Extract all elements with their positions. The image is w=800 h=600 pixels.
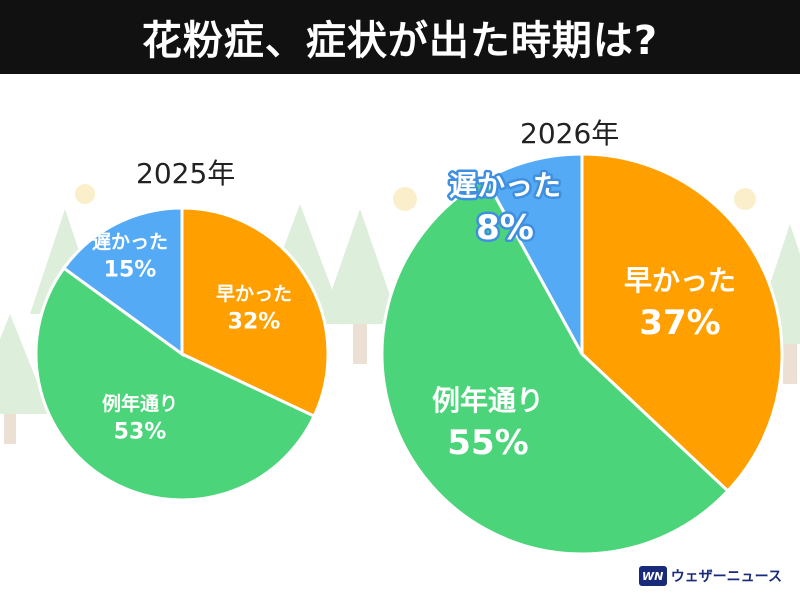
slice-category-label-1-2: 遅かった: [449, 169, 561, 202]
slice-value-label-0-0: 32%: [228, 310, 281, 335]
wn-logo-icon: WN: [639, 566, 667, 586]
slice-category-label-0-0: 早かった: [216, 283, 292, 305]
brand: WN ウェザーニュース: [639, 566, 782, 586]
slice-value-label-1-1: 55%: [447, 423, 528, 463]
slice-category-label-1-0: 早かった: [624, 264, 736, 297]
slice-value-label-0-2: 15%: [104, 258, 157, 283]
slice-value-label-1-0: 37%: [639, 303, 720, 343]
slice-value-label-0-1: 53%: [114, 420, 167, 445]
slice-category-label-0-2: 遅かった: [92, 231, 168, 253]
pie-0: 早かった 32% 例年通り 53% 遅かった 15%: [36, 208, 328, 500]
slice-value-label-1-2: 8%: [476, 208, 534, 248]
brand-name: ウェザーニュース: [671, 566, 782, 586]
slice-category-label-1-1: 例年通り: [432, 384, 544, 417]
slice-category-label-0-1: 例年通り: [102, 392, 178, 415]
pie-1: 早かった 37% 例年通り 55% 遅かった 8%: [382, 154, 782, 554]
